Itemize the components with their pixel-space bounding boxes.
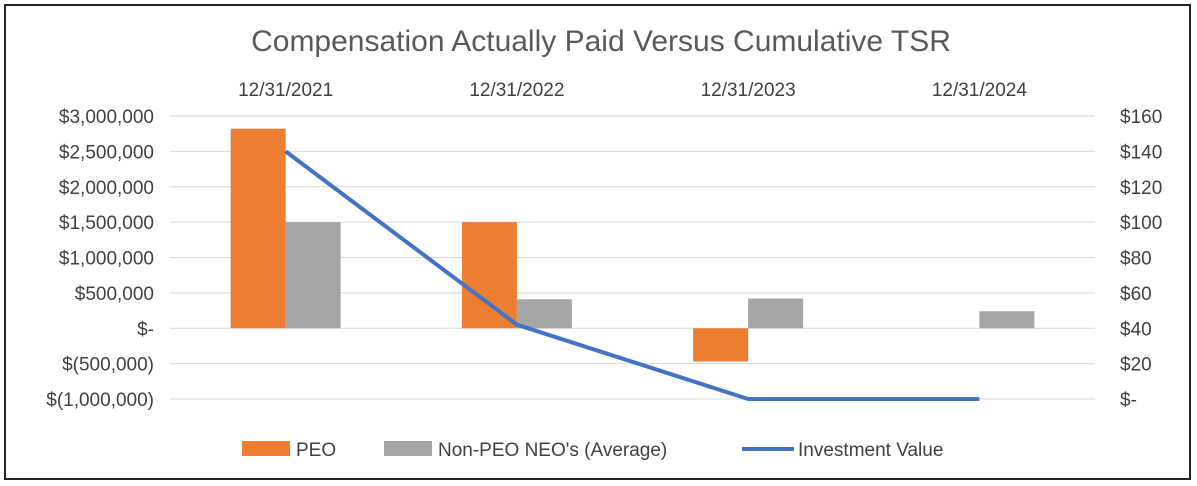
right-tick-label: $40 — [1120, 319, 1152, 340]
chart-frame: Compensation Actually Paid Versus Cumula… — [4, 4, 1191, 480]
right-tick-label: $60 — [1120, 284, 1152, 305]
bar-series — [230, 128, 1035, 362]
bar-peo — [230, 128, 286, 329]
left-tick-label: $(500,000) — [62, 355, 154, 376]
left-tick-label: $1,000,000 — [59, 249, 154, 270]
line-series — [284, 149, 980, 401]
bar-non-peo-neo-s-average- — [285, 222, 341, 329]
left-tick-label: $500,000 — [75, 284, 154, 305]
legend-swatch — [242, 441, 290, 456]
legend-label: Investment Value — [798, 440, 943, 461]
legend-swatch — [384, 441, 432, 456]
category-label: 12/31/2021 — [238, 80, 333, 101]
bar-non-peo-neo-s-average- — [979, 311, 1035, 329]
chart-svg: Compensation Actually Paid Versus Cumula… — [46, 25, 1162, 461]
right-tick-label: $120 — [1120, 178, 1162, 199]
left-tick-label: $3,000,000 — [59, 107, 154, 128]
category-labels: 12/31/2021 12/31/2022 12/31/2023 12/31/2024 — [238, 80, 1027, 101]
right-axis: $- $20 $40 $60 $80 $100 $120 $140 $160 — [1120, 107, 1162, 411]
bar-non-peo-neo-s-average- — [516, 299, 572, 329]
left-tick-label: $2,500,000 — [59, 142, 154, 163]
bar-non-peo-neo-s-average- — [748, 298, 804, 329]
left-tick-label: $2,000,000 — [59, 178, 154, 199]
left-axis: $(1,000,000) $(500,000) $- $500,000 $1,000,0… — [46, 107, 154, 411]
bar-peo — [461, 222, 517, 329]
right-tick-label: $- — [1120, 390, 1137, 411]
legend-label: Non-PEO NEO's (Average) — [438, 440, 667, 461]
legend-label: PEO — [296, 440, 336, 461]
legend: PEO Non-PEO NEO's (Average) Investment Val… — [242, 440, 943, 461]
line-investment-value — [284, 149, 980, 401]
category-label: 12/31/2024 — [932, 80, 1028, 101]
chart-title: Compensation Actually Paid Versus Cumula… — [251, 25, 951, 58]
right-tick-label: $160 — [1120, 107, 1162, 128]
bar-peo — [693, 328, 749, 362]
left-tick-label: $- — [137, 319, 154, 340]
category-label: 12/31/2022 — [469, 80, 564, 101]
right-tick-label: $100 — [1120, 213, 1162, 234]
right-tick-label: $140 — [1120, 142, 1162, 163]
left-tick-label: $1,500,000 — [59, 213, 154, 234]
right-tick-label: $20 — [1120, 355, 1152, 376]
left-tick-label: $(1,000,000) — [46, 390, 154, 411]
right-tick-label: $80 — [1120, 249, 1152, 270]
category-label: 12/31/2023 — [701, 80, 796, 101]
